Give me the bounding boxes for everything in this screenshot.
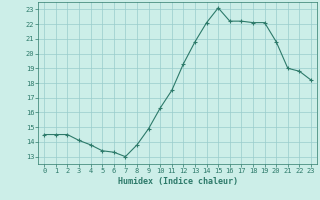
X-axis label: Humidex (Indice chaleur): Humidex (Indice chaleur) xyxy=(118,177,238,186)
